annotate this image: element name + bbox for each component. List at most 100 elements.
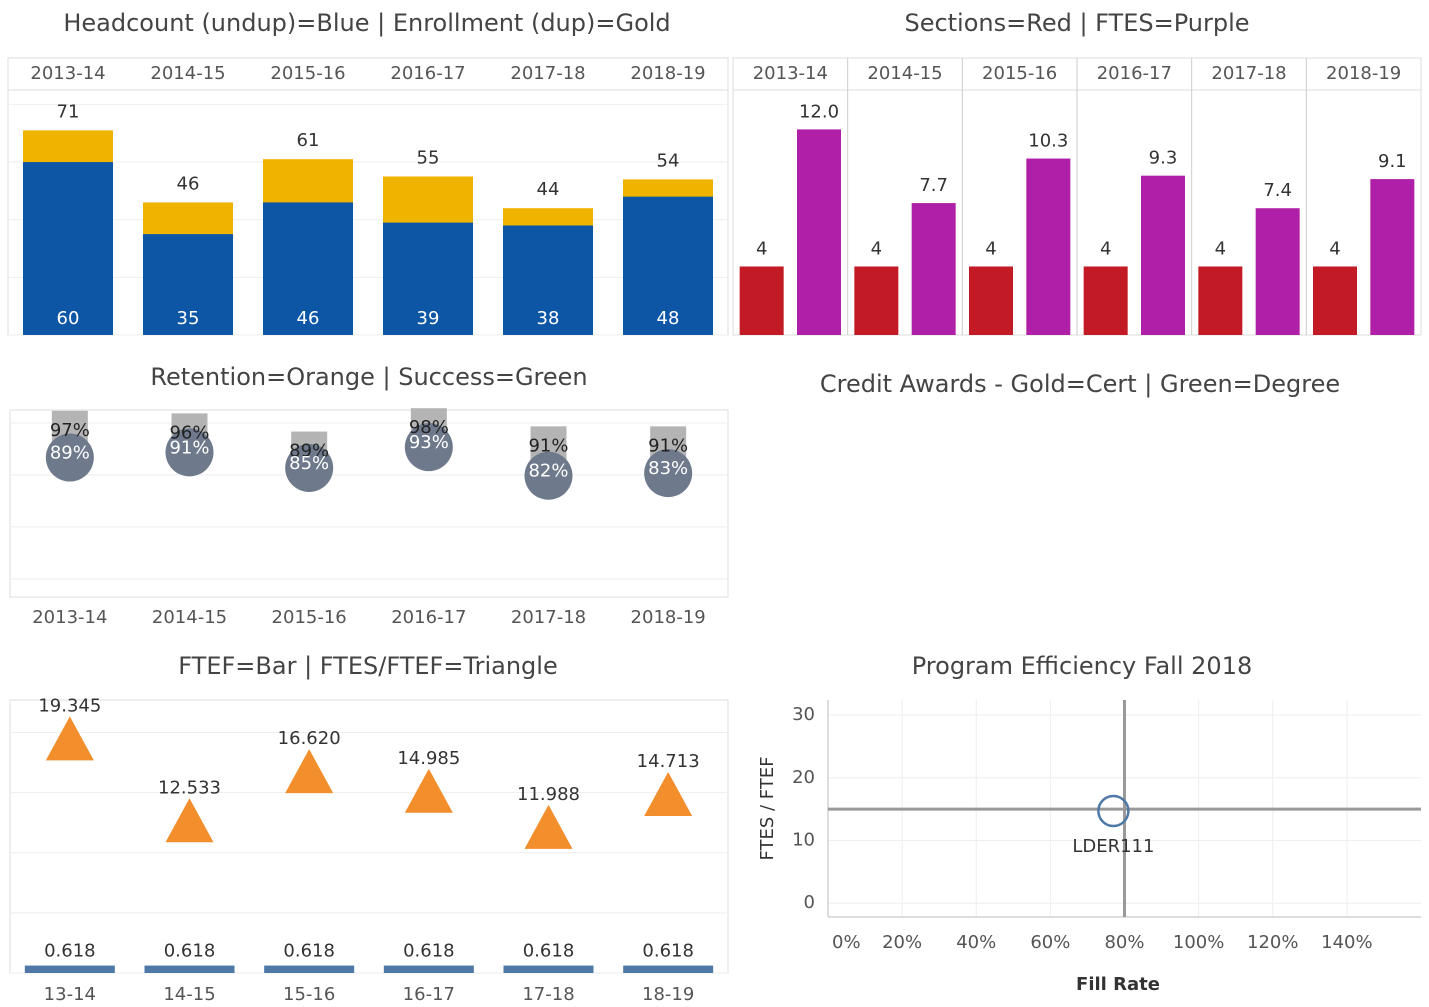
bar	[911, 203, 956, 335]
category-label: 16-17	[403, 984, 455, 1005]
success-mark	[404, 423, 453, 472]
value-label: 9.1	[1378, 151, 1407, 172]
bar	[969, 266, 1013, 335]
category-label: 2014-15	[152, 607, 227, 628]
category-label: 2016-17	[1097, 63, 1172, 84]
value-label: 14.985	[397, 748, 460, 769]
triangle-mark	[404, 768, 453, 813]
value-label: 44	[537, 179, 560, 200]
point-label: LDER111	[1072, 836, 1154, 857]
bar	[1198, 266, 1243, 335]
x-axis-label: Fill Rate	[1076, 974, 1160, 995]
category-label: 2014-15	[150, 63, 225, 84]
bar	[1141, 175, 1185, 335]
chart-title: Sections=Red | FTES=Purple	[904, 9, 1249, 37]
value-label: 14.713	[637, 751, 700, 772]
value-label: 4	[871, 238, 882, 259]
value-label: 7.4	[1263, 180, 1292, 201]
x-tick-label: 40%	[956, 932, 996, 953]
panel-frame	[9, 409, 729, 598]
x-tick-label: 0%	[832, 932, 861, 953]
value-label: 0.618	[642, 941, 694, 962]
value-label: 0.618	[283, 941, 335, 962]
value-label: 0.618	[523, 941, 575, 962]
bar	[623, 196, 713, 335]
value-label: 98%	[409, 417, 449, 438]
category-label: 2016-17	[391, 607, 466, 628]
panel-frame	[9, 699, 729, 974]
chart-title: Credit Awards - Gold=Cert | Green=Degree	[820, 370, 1340, 398]
category-label: 13-14	[44, 984, 96, 1005]
bar	[263, 202, 353, 335]
value-label: 12.533	[158, 777, 221, 798]
value-label: 85%	[289, 453, 329, 474]
bar	[23, 162, 113, 335]
value-label: 60	[57, 308, 80, 329]
value-label: 4	[1100, 238, 1111, 259]
value-label: 4	[985, 238, 996, 259]
value-label: 0.618	[164, 941, 216, 962]
x-tick-label: 140%	[1321, 932, 1372, 953]
value-label: 16.620	[278, 728, 341, 749]
value-label: 9.3	[1149, 148, 1178, 169]
bar	[623, 965, 714, 973]
triangle-mark	[45, 716, 94, 761]
category-label: 2017-18	[1211, 63, 1286, 84]
x-tick-label: 20%	[882, 932, 922, 953]
value-label: 46	[177, 173, 200, 194]
success-mark	[45, 433, 94, 482]
value-label: 4	[1215, 238, 1226, 259]
bar	[144, 965, 235, 973]
category-label: 2018-19	[630, 63, 705, 84]
x-tick-label: 120%	[1247, 932, 1298, 953]
value-label: 91%	[528, 435, 568, 456]
category-label: 17-18	[522, 984, 574, 1005]
point	[1097, 794, 1130, 828]
success-mark	[644, 449, 693, 498]
bar	[1083, 266, 1128, 335]
value-label: 4	[1329, 238, 1340, 259]
success-mark	[165, 428, 214, 477]
value-label: 89%	[50, 443, 90, 464]
bar	[797, 129, 841, 335]
value-label: 97%	[50, 420, 90, 441]
bar	[264, 965, 355, 973]
category-label: 2013-14	[753, 63, 828, 84]
category-label: 14-15	[163, 984, 215, 1005]
chart-title: Program Efficiency Fall 2018	[912, 652, 1252, 680]
bar	[1313, 266, 1357, 335]
category-label: 15-16	[283, 984, 335, 1005]
value-label: 61	[297, 130, 320, 151]
y-axis-label: FTES / FTEF	[757, 756, 778, 860]
value-label: 7.7	[919, 175, 948, 196]
bar	[503, 225, 593, 335]
value-label: 0.618	[403, 941, 455, 962]
category-label: 2016-17	[390, 63, 465, 84]
x-tick-label: 80%	[1104, 932, 1144, 953]
chart-title: FTEF=Bar | FTES/FTEF=Triangle	[178, 652, 557, 680]
bar	[383, 965, 474, 973]
bar	[143, 234, 233, 335]
bar	[1370, 179, 1415, 335]
y-tick-label: 10	[792, 829, 815, 850]
triangle-mark	[285, 749, 334, 794]
bar	[24, 965, 115, 973]
y-tick-label: 30	[792, 704, 815, 725]
chart-title: Headcount (undup)=Blue | Enrollment (dup…	[63, 9, 670, 37]
x-tick-label: 60%	[1030, 932, 1070, 953]
category-label: 18-19	[642, 984, 694, 1005]
value-label: 55	[417, 147, 440, 168]
category-label: 2017-18	[511, 607, 586, 628]
value-label: 48	[657, 308, 680, 329]
value-label: 35	[177, 308, 200, 329]
y-tick-label: 0	[804, 892, 815, 913]
category-label: 2018-19	[1326, 63, 1401, 84]
triangle-mark	[165, 798, 214, 843]
category-label: 2015-16	[982, 63, 1057, 84]
success-mark	[285, 443, 334, 492]
value-label: 71	[57, 101, 80, 122]
category-label: 2013-14	[30, 63, 105, 84]
value-label: 19.345	[38, 695, 101, 716]
value-label: 4	[756, 238, 767, 259]
